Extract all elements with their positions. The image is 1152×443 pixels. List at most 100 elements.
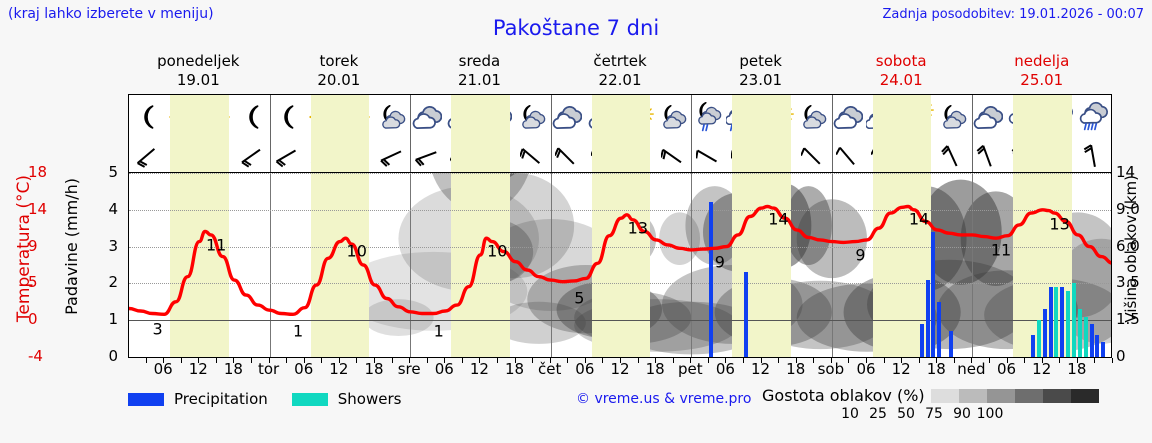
temperature-value-label: 9 — [855, 245, 866, 265]
daylight-band — [170, 95, 229, 173]
temperature-value-label: 5 — [574, 288, 585, 308]
x-tick-label: sob — [817, 360, 845, 378]
forecast-plot: 31111011051391491411139 — [128, 172, 1112, 358]
x-tick-label: 06 — [575, 360, 595, 378]
temperature-value-label: 13 — [627, 218, 649, 238]
daylight-band — [170, 173, 229, 357]
moon-icon — [269, 95, 304, 139]
cloud-blob — [785, 186, 832, 265]
day-separator — [269, 95, 271, 173]
cloud-icon — [971, 95, 1006, 139]
x-tick — [725, 358, 727, 363]
wind-barb — [129, 139, 164, 173]
x-tick-label: 18 — [786, 360, 806, 378]
precipitation-bar — [919, 323, 924, 357]
cloud-icon — [831, 95, 866, 139]
x-tick — [989, 358, 990, 363]
precipitation-tick: 5 — [108, 163, 118, 181]
x-tick — [286, 358, 288, 363]
cloud-blob — [919, 179, 1002, 285]
daylight-band — [1013, 95, 1072, 173]
day-header-4: petek 23.01 — [690, 52, 831, 92]
daylight-band — [732, 95, 791, 173]
x-tick — [1006, 358, 1008, 363]
x-tick-label: 06 — [153, 360, 173, 378]
daylight-band — [591, 95, 651, 173]
cloud-height-tick: 3.5 — [1116, 273, 1140, 292]
precipitation-bar — [1101, 342, 1106, 357]
day-header-6: nedelja 25.01 — [971, 52, 1112, 92]
cloud-height-tick: 14 — [1116, 163, 1136, 181]
temperature-tick: -4 — [28, 347, 43, 365]
x-tick — [374, 358, 375, 363]
x-tick — [971, 358, 973, 363]
wind-barb — [550, 139, 585, 173]
day-name: ponedeljek — [157, 52, 240, 70]
showers-bar — [1066, 290, 1071, 357]
x-axis-ticks — [128, 358, 1113, 364]
x-tick-label: 12 — [329, 360, 349, 378]
cloud-density-step-label: 100 — [976, 406, 1004, 422]
day-date: 21.01 — [457, 71, 501, 89]
wind-barb — [375, 139, 410, 173]
copyright-text: © vreme.us & vreme.pro — [576, 391, 752, 407]
moon-cloud-icon — [936, 95, 971, 139]
cloud-height-tick: 6.0 — [1116, 236, 1140, 255]
x-axis-labels: 06 12 18 tor 06 12 18 sre 06 12 18 čet 06 12 18 pet 06 12… — [128, 360, 1112, 380]
precipitation-bar — [925, 279, 930, 357]
x-tick — [251, 358, 252, 363]
x-tick-label: tor — [257, 360, 280, 378]
x-tick — [1094, 358, 1096, 363]
icon-wind-panel — [128, 94, 1112, 173]
cloud-density-ramp-cell — [1070, 388, 1099, 403]
cloud-icon — [410, 95, 445, 139]
day-date: 25.01 — [1020, 71, 1064, 89]
day-header-2: sreda 21.01 — [409, 52, 550, 92]
x-tick-label: ned — [957, 360, 986, 378]
gridline — [129, 209, 1111, 211]
precipitation-axis-title: Padavine (mm/h) — [62, 178, 81, 315]
x-tick — [215, 358, 217, 363]
x-tick — [901, 358, 903, 363]
precipitation-bar — [1060, 287, 1065, 357]
cloud-density-ramp-cell — [1042, 388, 1071, 403]
x-tick — [549, 358, 551, 363]
cloud-blob — [363, 299, 434, 336]
x-tick — [391, 358, 393, 363]
day-separator — [831, 95, 833, 173]
temperature-value-label: 11 — [205, 235, 227, 255]
day-separator — [269, 173, 271, 357]
cloud-blob — [659, 212, 701, 265]
wind-barb — [269, 139, 304, 173]
moon-cloud-icon — [795, 95, 830, 139]
day-date: 22.01 — [598, 71, 642, 89]
cloud-density-legend: Gostota oblakov (%) 10 25 50 75 90 100 — [762, 386, 1099, 422]
temperature-value-label: 10 — [487, 241, 508, 261]
wind-barb — [971, 139, 1006, 173]
x-tick — [180, 358, 182, 363]
precipitation-bar — [744, 272, 748, 357]
x-tick-label: 12 — [891, 360, 911, 378]
gridline — [129, 320, 1111, 322]
day-separator — [691, 95, 693, 173]
x-tick — [602, 358, 604, 363]
cloud-density-step-label: 25 — [869, 406, 887, 422]
moon-cloud-rain-icon — [690, 95, 725, 139]
wind-barb — [515, 139, 550, 173]
x-tick-label: 12 — [469, 360, 489, 378]
day-separator — [550, 173, 552, 357]
x-tick — [268, 358, 270, 363]
daylight-band — [310, 173, 370, 357]
temperature-value-label: 14 — [908, 209, 930, 229]
x-tick-label: 06 — [856, 360, 876, 378]
x-tick — [953, 358, 955, 363]
cloud-density-step-label: 50 — [897, 406, 915, 422]
x-tick-label: 18 — [223, 360, 243, 378]
x-tick — [584, 358, 586, 363]
x-tick-label: 18 — [1067, 360, 1087, 378]
temperature-value-label: 1 — [293, 321, 304, 341]
temperature-value-label: 11 — [990, 240, 1012, 260]
wind-barb — [795, 139, 830, 173]
temperature-value-label: 10 — [346, 241, 367, 261]
x-tick — [830, 358, 832, 363]
